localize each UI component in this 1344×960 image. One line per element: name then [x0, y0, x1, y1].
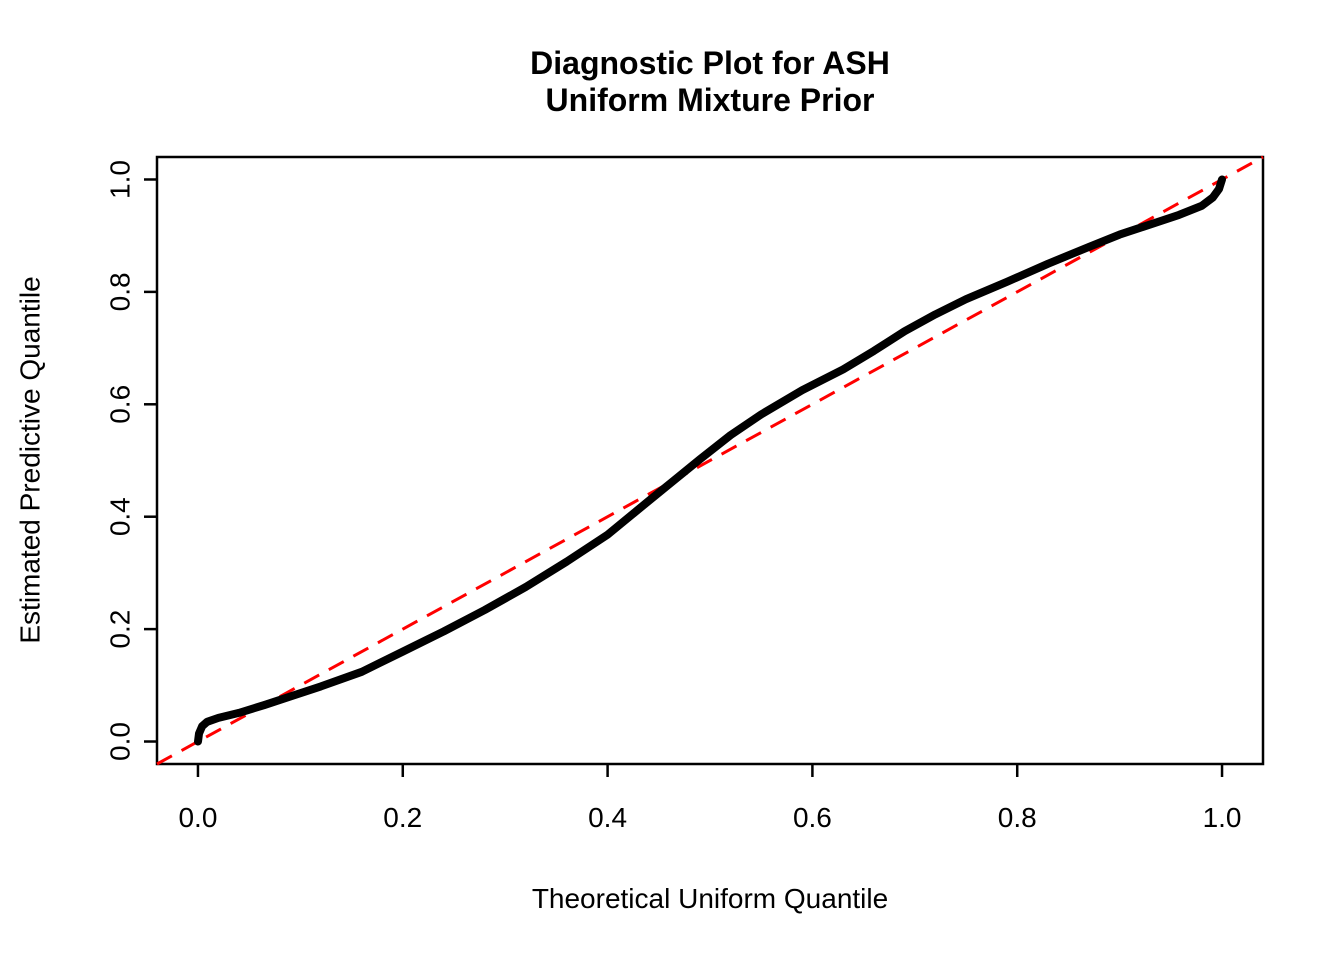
x-axis-label: Theoretical Uniform Quantile: [532, 883, 888, 914]
y-tick-label-0.8: 0.8: [105, 272, 136, 311]
x-tick-label-0.6: 0.6: [793, 802, 832, 833]
x-axis-ticks: 0.0 0.2 0.4 0.6 0.8 1.0: [178, 764, 1242, 833]
x-tick-label-0.2: 0.2: [383, 802, 422, 833]
y-axis-label: Estimated Predictive Quantile: [15, 276, 46, 643]
chart-title: Diagnostic Plot for ASH: [530, 45, 890, 81]
y-tick-label-0.6: 0.6: [105, 385, 136, 424]
y-tick-label-1.0: 1.0: [105, 160, 136, 199]
x-tick-label-0.8: 0.8: [998, 802, 1037, 833]
y-axis-ticks: 0.0 0.2 0.4 0.6 0.8 1.0: [105, 160, 157, 761]
predictive-quantile-curve: [194, 175, 1226, 746]
y-tick-label-0.2: 0.2: [105, 610, 136, 649]
y-tick-label-0.0: 0.0: [105, 722, 136, 761]
chart-subtitle: Uniform Mixture Prior: [546, 82, 875, 118]
x-tick-label-1.0: 1.0: [1203, 802, 1242, 833]
x-tick-label-0.4: 0.4: [588, 802, 627, 833]
y-tick-label-0.4: 0.4: [105, 497, 136, 536]
plot-area-border: [155, 155, 1265, 766]
x-tick-label-0.0: 0.0: [178, 802, 217, 833]
reference-diagonal-line: [156, 155, 1264, 766]
